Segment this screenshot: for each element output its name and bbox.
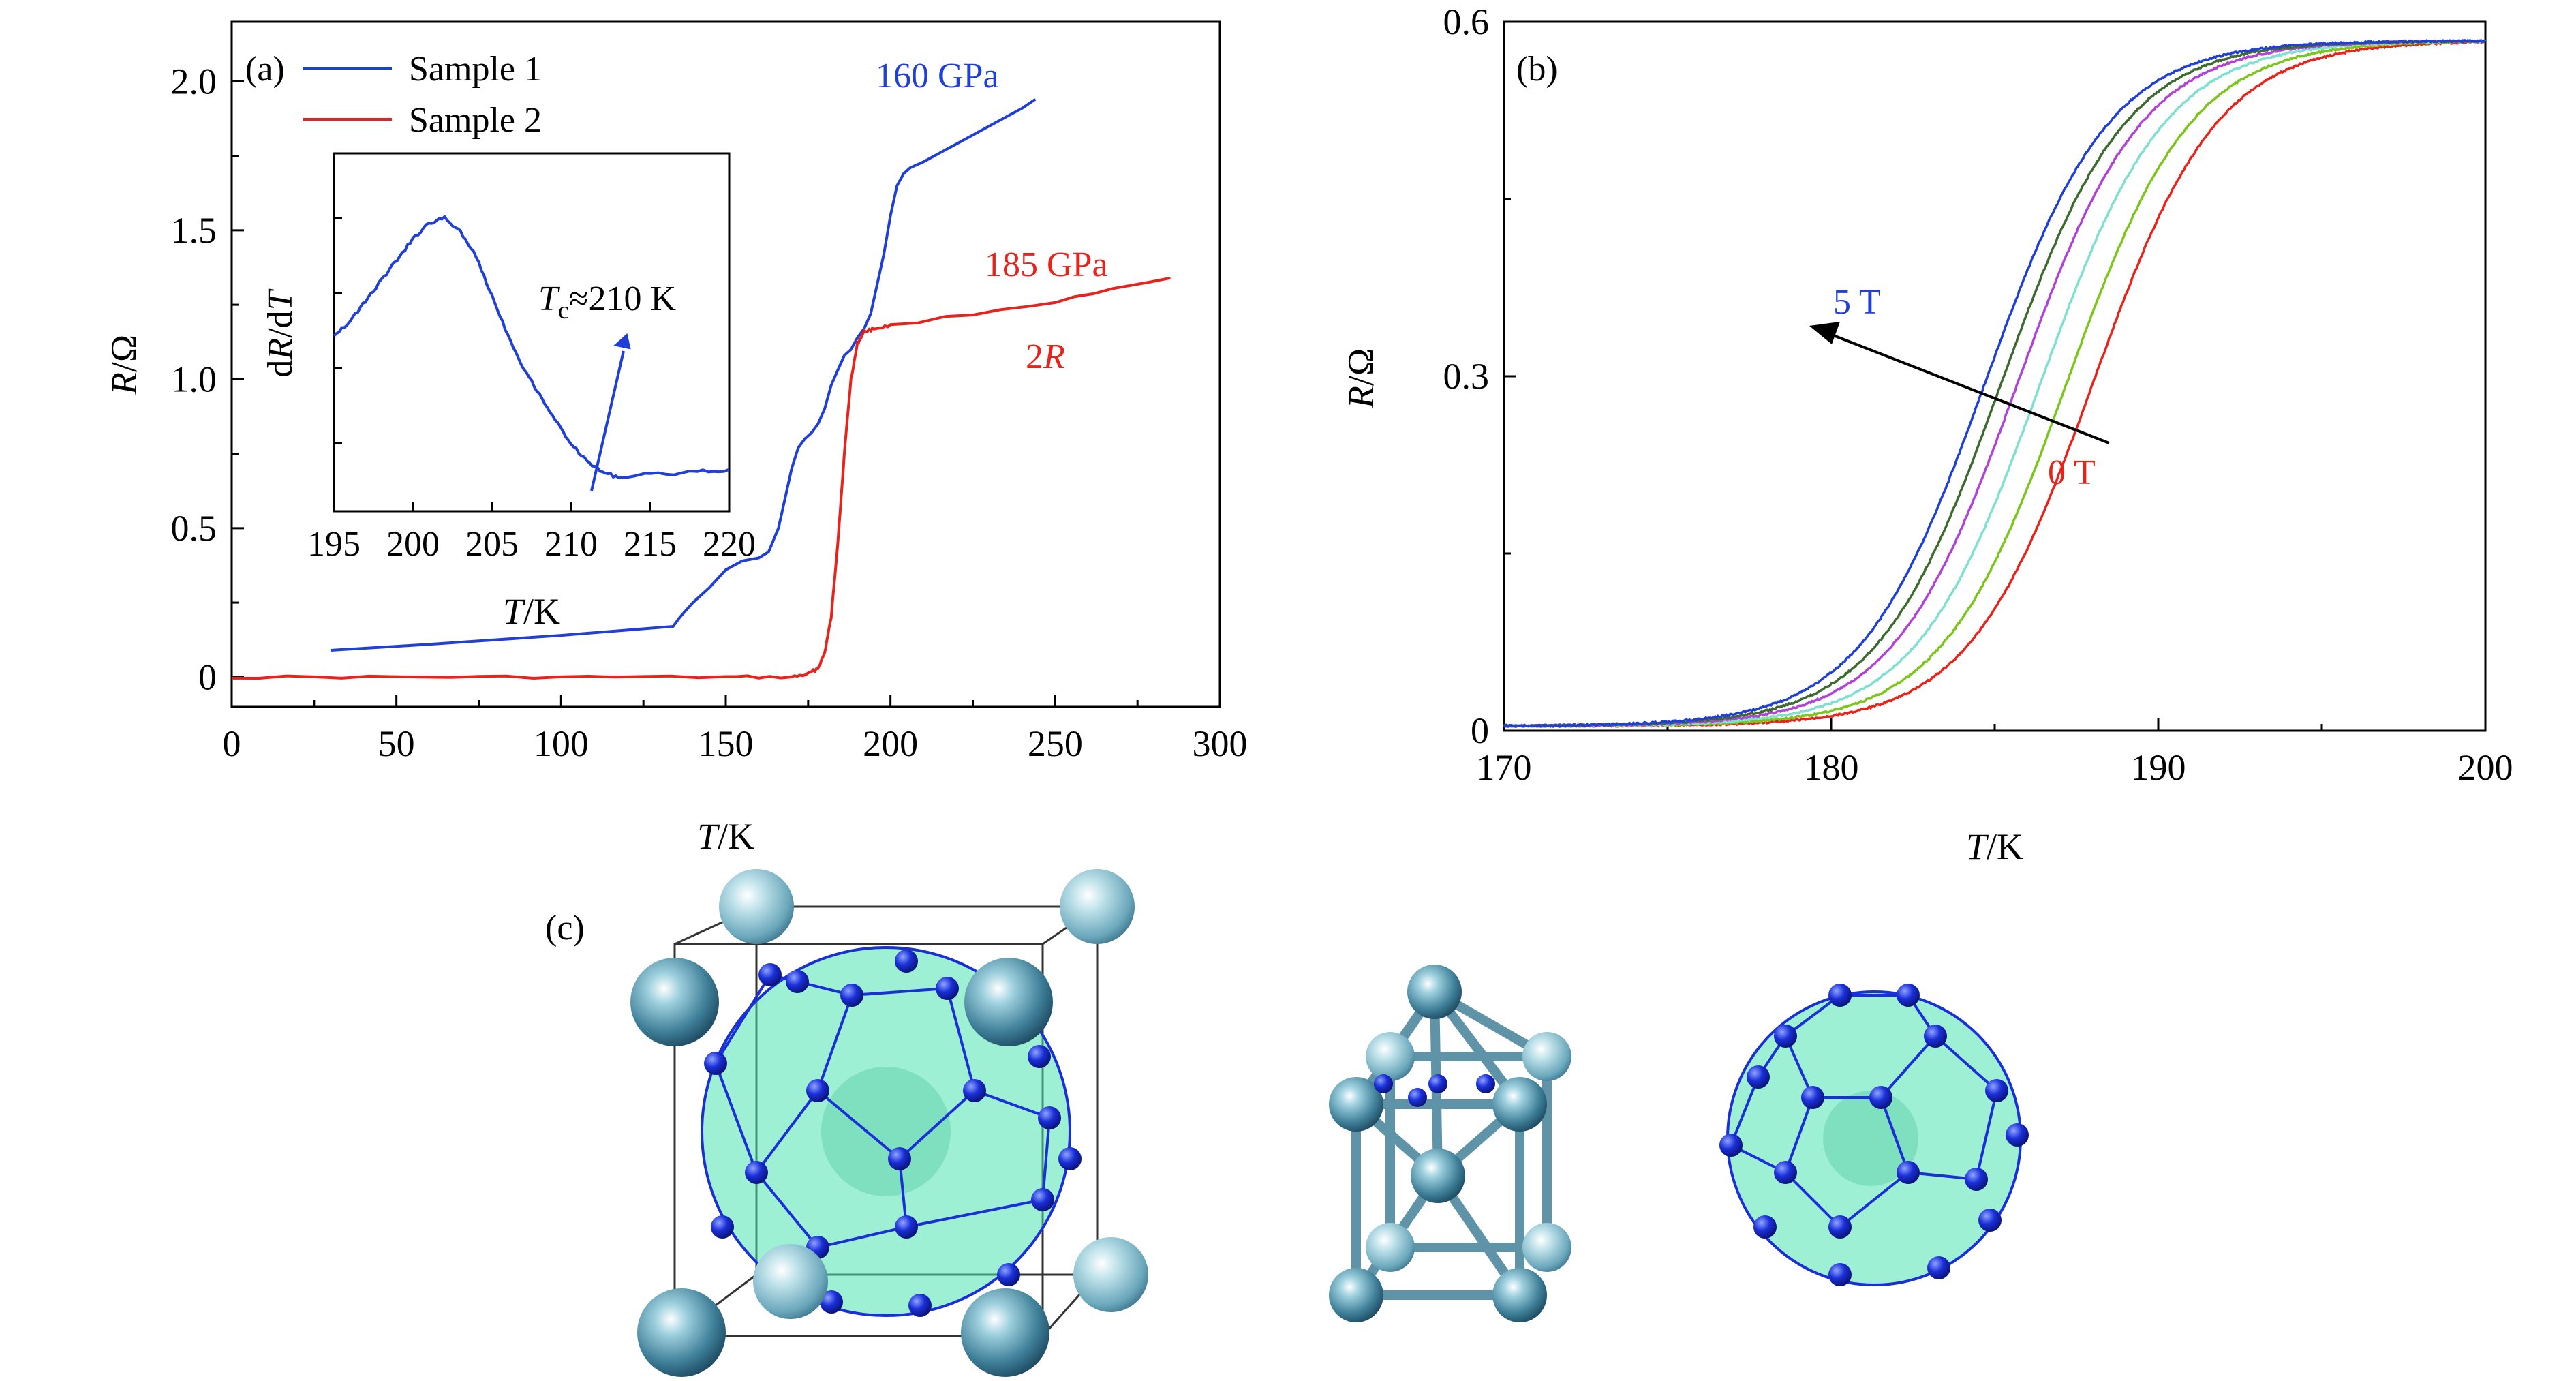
- b-x-tick-label: 200: [2458, 747, 2513, 788]
- crystal-unit-cell: [630, 869, 1148, 1377]
- legend-label-sample-1: Sample 1: [409, 50, 542, 89]
- inset-x-tick-label: 200: [386, 525, 440, 564]
- field-arrow-head: [1809, 322, 1840, 344]
- a-y-axis: 0 0.5 1.0 1.5 2.0: [171, 61, 244, 697]
- a-x-axis: 0 50 100 150 200 250 300: [223, 695, 1248, 764]
- a-x-tick-label: 300: [1193, 723, 1248, 764]
- b-x-tick-label: 180: [1804, 747, 1859, 788]
- inset-ylabel: dR/dT: [261, 288, 300, 377]
- b-y-tick-label: 0.6: [1443, 1, 1490, 42]
- a-x-tick-label: 50: [378, 723, 415, 764]
- annotation-160-gpa: 160 GPa: [876, 57, 999, 95]
- label-5t: 5 T: [1833, 283, 1881, 322]
- series-line-sample-1: [330, 97, 1037, 652]
- b-x-tick-label: 170: [1477, 747, 1532, 788]
- crystal-bcc-cell: [1329, 965, 1571, 1322]
- x-axis-label-a: T/K: [697, 816, 754, 857]
- panel-label-a: (a): [245, 50, 285, 89]
- legend-label-sample-2: Sample 2: [409, 101, 542, 140]
- field-arrow: [1826, 331, 2110, 444]
- a-y-tick-label: 1.5: [171, 210, 217, 251]
- inset-xlabel: T/K: [503, 591, 560, 632]
- b-y-axis: 0 0.3 0.6: [1443, 1, 1516, 751]
- annotation-2r: 2R: [1026, 337, 1065, 376]
- panel-label-c: (c): [545, 909, 585, 947]
- panel-c-crystal-structures: (c): [545, 869, 2029, 1377]
- b-y-tick-label: 0.3: [1443, 356, 1490, 397]
- a-y-tick-label: 0.5: [171, 508, 217, 549]
- panel-label-b: (b): [1516, 50, 1558, 89]
- a-x-tick-label: 100: [534, 723, 589, 764]
- series-line-5-t: [1503, 38, 2486, 729]
- annotation-185-gpa: 185 GPa: [985, 245, 1108, 284]
- a-y-tick-label: 2.0: [171, 61, 217, 102]
- inset-x-tick-label: 210: [545, 525, 598, 564]
- series-line-0-t: [1503, 40, 2486, 729]
- b-series-group: [1503, 38, 2486, 729]
- inset-x-tick-label: 205: [465, 525, 519, 564]
- a-x-tick-label: 0: [223, 723, 241, 764]
- inset-frame: [333, 152, 731, 513]
- b-x-tick-label: 190: [2131, 747, 2186, 788]
- inset-derivative-line: [333, 214, 730, 479]
- legend-a: Sample 1 Sample 2: [303, 50, 542, 140]
- series-line-3-t: [1503, 39, 2486, 728]
- crystal-cage: [1719, 984, 2029, 1286]
- series-line-2-t: [1503, 39, 2486, 729]
- x-axis-label-b: T/K: [1966, 826, 2023, 867]
- a-x-tick-label: 250: [1028, 723, 1083, 764]
- inset-x-tick-label: 215: [624, 525, 677, 564]
- inset-tc-annotation: Tc≈210 K: [538, 279, 676, 324]
- a-x-tick-label: 150: [699, 723, 754, 764]
- inset-x-tick-label: 195: [307, 525, 361, 564]
- panel-b: 170 180 190 200 0 0.3 0.6 (b) 5 T 0 T T/K R/Ω: [1340, 1, 2513, 867]
- series-line-4-t: [1503, 38, 2486, 728]
- inset-x-axis: 195 200 205 210 215 220: [307, 217, 756, 564]
- label-0t: 0 T: [2048, 453, 2096, 492]
- series-line-1-t: [1503, 39, 2486, 728]
- b-y-tick-label: 0: [1471, 710, 1489, 751]
- panel-a: 0 50 100 150 200 250 300 0 0.5 1.0 1.5 2.0 (a) Sam…: [104, 20, 1248, 857]
- a-y-tick-label: 1.0: [171, 359, 217, 399]
- inset-x-tick-label: 220: [703, 525, 756, 564]
- inset: 195 200 205 210 215 220 dR/dT Tc≈210 K T/K: [261, 152, 756, 632]
- a-x-tick-label: 200: [863, 723, 918, 764]
- inset-arrow: [590, 350, 625, 491]
- a-y-tick-label: 0: [198, 656, 217, 697]
- y-axis-label-a: R/Ω: [104, 335, 144, 395]
- inset-arrow-head: [613, 333, 631, 350]
- a-series-group: [231, 97, 1171, 680]
- y-axis-label-b: R/Ω: [1340, 348, 1381, 409]
- series-line-sample-2: [231, 276, 1171, 680]
- b-x-axis: 170 180 190 200: [1477, 718, 2513, 788]
- axes-frame-b: [1503, 20, 2487, 732]
